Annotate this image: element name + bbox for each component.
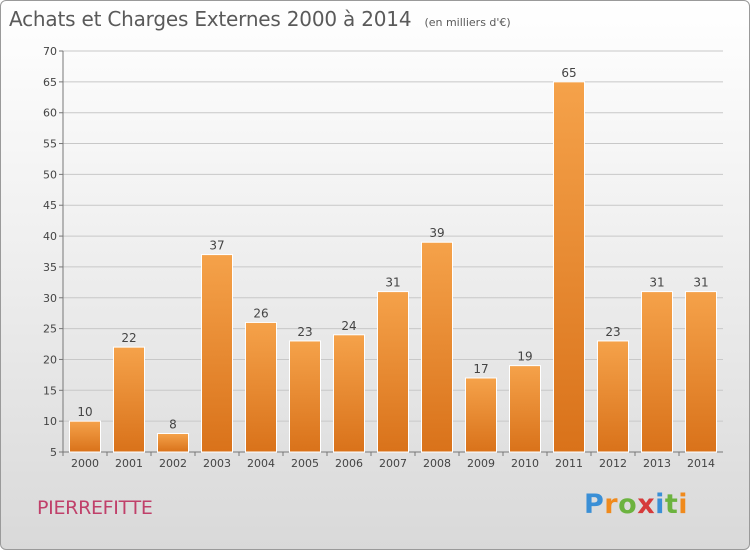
labels: 2000 10 2001 22 2002 8 2003 37 2004 26 2005 23 2006 2… [71, 66, 715, 470]
value-label: 24 [341, 319, 356, 333]
value-label: 19 [517, 350, 532, 364]
value-label: 10 [77, 405, 92, 419]
value-label: 39 [429, 226, 444, 240]
bar-2001 [113, 346, 145, 453]
x-tick-label: 2009 [467, 457, 495, 470]
y-tick-label: 35 [43, 261, 57, 274]
x-tick-label: 2003 [203, 457, 231, 470]
bar-2009 [465, 377, 497, 453]
logo-letter: o [618, 489, 638, 520]
place-name: PIERREFITTE [37, 497, 153, 519]
y-tick-label: 15 [43, 384, 57, 397]
value-label: 31 [385, 276, 400, 290]
logo-letter: r [604, 489, 619, 520]
y-tick-label: 40 [43, 230, 57, 243]
x-tick-label: 2000 [71, 457, 99, 470]
y-tick-label: 10 [43, 415, 57, 428]
y-tick-label: 55 [43, 138, 57, 151]
x-tick-label: 2004 [247, 457, 275, 470]
chart-header: Achats et Charges Externes 2000 à 2014 (… [9, 7, 511, 31]
bar-2005 [289, 340, 321, 453]
y-tick-label: 25 [43, 323, 57, 336]
y-tick-label: 60 [43, 107, 57, 120]
value-label: 37 [209, 239, 224, 253]
value-label: 8 [169, 417, 177, 431]
value-label: 65 [561, 66, 576, 80]
bar-2008 [421, 241, 453, 453]
bar-2004 [245, 321, 277, 453]
chart-subtitle: (en milliers d'€) [424, 16, 511, 29]
logo-letter: i [678, 489, 689, 520]
bar-2006 [333, 334, 365, 453]
value-label: 31 [649, 276, 664, 290]
value-label: 31 [693, 276, 708, 290]
y-tick-label: 20 [43, 353, 57, 366]
x-tick-label: 2008 [423, 457, 451, 470]
bar-2000 [69, 420, 101, 453]
x-tick-label: 2014 [687, 457, 715, 470]
x-tick-label: 2010 [511, 457, 539, 470]
x-tick-label: 2012 [599, 457, 627, 470]
value-label: 26 [253, 306, 268, 320]
logo-letter: i [655, 489, 665, 520]
bar-2002 [157, 432, 189, 453]
chart-title: Achats et Charges Externes 2000 à 2014 [9, 7, 412, 31]
y-tick-label: 50 [43, 168, 57, 181]
bars [69, 81, 717, 453]
y-tick-label: 65 [43, 76, 57, 89]
y-tick-label: 70 [43, 45, 57, 58]
y-tick-label: 5 [50, 446, 57, 459]
x-tick-label: 2007 [379, 457, 407, 470]
logo-letter: x [637, 489, 656, 520]
x-tick-label: 2001 [115, 457, 143, 470]
proxiti-logo: Proxiti [584, 489, 688, 520]
x-tick-label: 2011 [555, 457, 583, 470]
value-label: 17 [473, 362, 488, 376]
bar-2014 [685, 291, 717, 453]
x-tick-label: 2006 [335, 457, 363, 470]
value-label: 23 [297, 325, 312, 339]
x-tick-label: 2002 [159, 457, 187, 470]
value-label: 22 [121, 331, 136, 345]
x-tick-label: 2013 [643, 457, 671, 470]
bar-2013 [641, 291, 673, 453]
logo-letter: P [584, 489, 605, 520]
bar-2007 [377, 291, 409, 453]
logo-letter: t [664, 489, 679, 520]
y-tick-label: 45 [43, 199, 57, 212]
value-label: 23 [605, 325, 620, 339]
bar-2011 [553, 81, 585, 453]
x-tick-label: 2005 [291, 457, 319, 470]
y-tick-label: 30 [43, 292, 57, 305]
bar-2010 [509, 365, 541, 453]
bar-2012 [597, 340, 629, 453]
bar-2003 [201, 254, 233, 453]
